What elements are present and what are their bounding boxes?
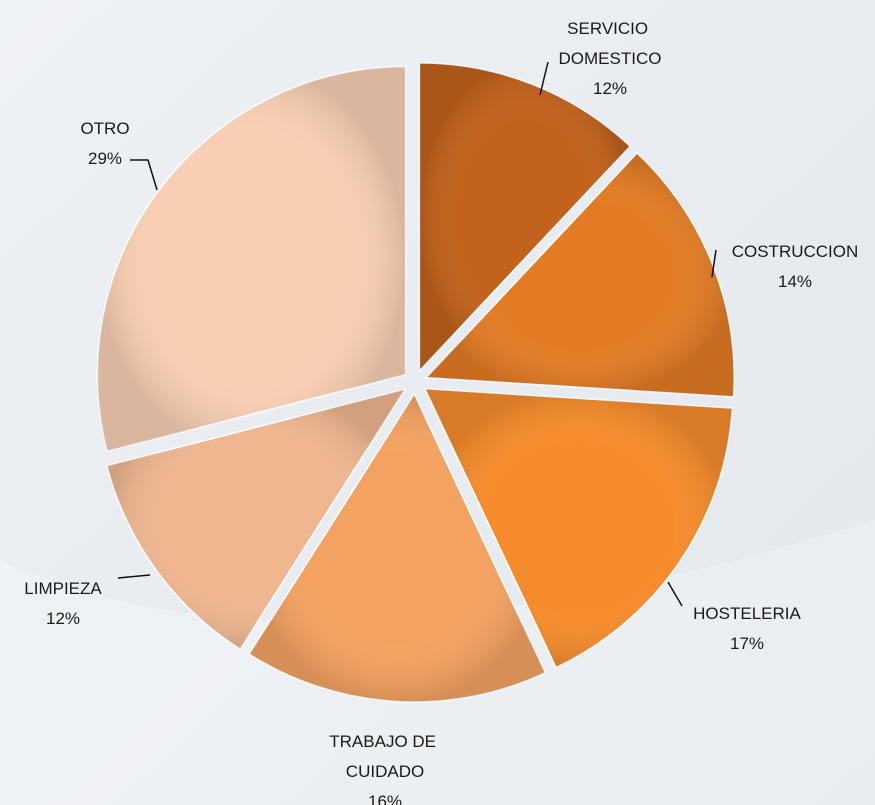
- leader-line: [667, 581, 683, 607]
- slice-shade: [419, 62, 631, 371]
- leader-line: [711, 249, 717, 278]
- slice-label: OTRO: [80, 119, 129, 138]
- slice-value-label: 16%: [368, 792, 402, 805]
- slice-shade: [424, 388, 733, 668]
- slice-label: HOSTELERIA: [693, 604, 801, 623]
- slice-label: LIMPIEZA: [24, 579, 102, 598]
- leader-line: [117, 574, 151, 579]
- slice-value-label: 29%: [88, 149, 122, 168]
- leader-line: [130, 159, 158, 191]
- slice-label: SERVICIO DOMESTICO: [559, 19, 662, 68]
- leader-line: [539, 61, 549, 96]
- label-line: TRABAJO DE: [329, 732, 440, 751]
- label-line: DOMESTICO: [559, 49, 662, 68]
- slice-label: TRABAJO DE CUIDADO: [329, 732, 440, 781]
- slice-value-label: 12%: [46, 609, 80, 628]
- slice-shade: [97, 66, 406, 452]
- slice-label: COSTRUCCION: [732, 242, 859, 261]
- slice-value-label: 12%: [593, 79, 627, 98]
- label-line: SERVICIO: [567, 19, 653, 38]
- slice-shade: [106, 389, 406, 650]
- slice-shade: [426, 153, 735, 397]
- label-line: CUIDADO: [346, 762, 424, 781]
- slice-shade: [249, 393, 546, 702]
- slice-value-label: 17%: [730, 634, 764, 653]
- slice-value-label: 14%: [778, 272, 812, 291]
